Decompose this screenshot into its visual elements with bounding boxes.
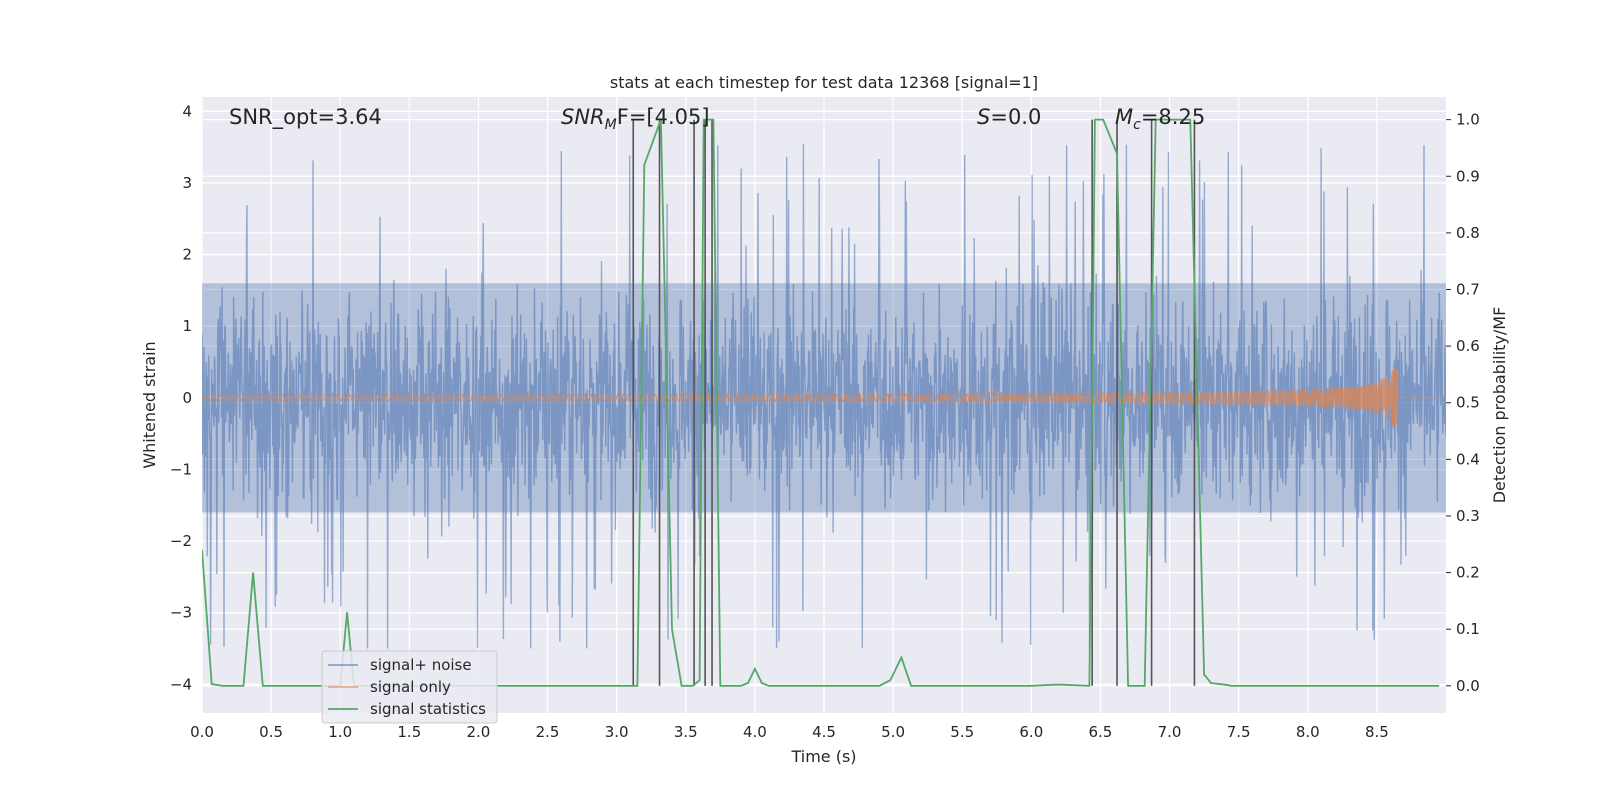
annotation-snr-mf-rest: F=[4.05] bbox=[617, 105, 710, 129]
y2-tick-label: 0.9 bbox=[1456, 167, 1480, 185]
series-signal-statistics bbox=[202, 118, 1440, 687]
annotation-mc-rest: =8.25 bbox=[1141, 105, 1205, 129]
series-layer bbox=[202, 118, 1446, 687]
y-tick-label: −3 bbox=[170, 604, 192, 622]
x-tick-label: 2.5 bbox=[536, 723, 560, 741]
y-tick-label: 3 bbox=[182, 174, 192, 192]
annotation-s: S=0.0 bbox=[977, 105, 1041, 129]
annotation-snr-opt: SNR_opt=3.64 bbox=[229, 105, 382, 130]
x-tick-label: 7.5 bbox=[1227, 723, 1251, 741]
annotation-snr-mf-main: SNR bbox=[561, 105, 605, 129]
legend: signal+ noise signal only signal statist… bbox=[321, 650, 498, 724]
y2-tick-label: 0.1 bbox=[1456, 620, 1480, 638]
x-tick-label: 4.0 bbox=[743, 723, 767, 741]
legend-label-stats: signal statistics bbox=[370, 700, 486, 718]
annotation-snr-mf-sub: M bbox=[605, 117, 617, 133]
x-tick-label: 3.0 bbox=[605, 723, 629, 741]
x-tick-label: 1.0 bbox=[328, 723, 352, 741]
x-axis-ticks: 0.0 0.5 1.0 1.5 2.0 2.5 3.0 3.5 4.0 4.5 5.0 5.5 6.0 6… bbox=[190, 723, 1389, 741]
series-signal-plus-noise bbox=[202, 143, 1446, 649]
y-tick-label: −4 bbox=[170, 675, 192, 693]
chart-title: stats at each timestep for test data 123… bbox=[610, 73, 1038, 92]
y2-tick-label: 0.8 bbox=[1456, 224, 1480, 242]
x-tick-label: 8.5 bbox=[1365, 723, 1389, 741]
y-tick-label: −1 bbox=[170, 460, 192, 478]
y-tick-label: 4 bbox=[182, 102, 192, 120]
legend-box bbox=[321, 650, 498, 724]
x-tick-label: 1.5 bbox=[397, 723, 421, 741]
y2-tick-label: 0.0 bbox=[1456, 677, 1480, 695]
x-tick-label: 8.0 bbox=[1296, 723, 1320, 741]
annotation-mc-main: M bbox=[1115, 105, 1133, 129]
x-tick-label: 6.5 bbox=[1089, 723, 1113, 741]
y-tick-label: 0 bbox=[182, 389, 192, 407]
annotation-snr-mf: SNRMF=[4.05] bbox=[561, 105, 710, 133]
x-tick-label: 2.0 bbox=[467, 723, 491, 741]
detection-markers bbox=[632, 119, 1196, 686]
y2-tick-label: 1.0 bbox=[1456, 111, 1480, 129]
x-axis-label: Time (s) bbox=[790, 747, 856, 766]
y-tick-label: −2 bbox=[170, 532, 192, 550]
x-tick-label: 0.0 bbox=[190, 723, 214, 741]
y2-tick-label: 0.3 bbox=[1456, 507, 1480, 525]
y2-tick-label: 0.5 bbox=[1456, 394, 1480, 412]
annotation-s-main: S bbox=[977, 105, 990, 129]
y2-axis-ticks: 1.0 0.9 0.8 0.7 0.6 0.5 0.4 0.3 0.2 0.1 0.0 bbox=[1446, 111, 1480, 695]
y2-axis-label: Detection probability/MF bbox=[1490, 307, 1509, 504]
y2-tick-label: 0.4 bbox=[1456, 450, 1480, 468]
x-tick-label: 4.5 bbox=[812, 723, 836, 741]
series-signal-only bbox=[202, 367, 1446, 428]
x-tick-label: 5.0 bbox=[881, 723, 905, 741]
y-tick-label: 2 bbox=[182, 246, 192, 264]
legend-label-signal: signal only bbox=[370, 678, 451, 696]
y2-tick-label: 0.6 bbox=[1456, 337, 1480, 355]
annotation-mc: Mc=8.25 bbox=[1115, 105, 1205, 133]
y2-tick-label: 0.2 bbox=[1456, 564, 1480, 582]
x-tick-label: 6.0 bbox=[1019, 723, 1043, 741]
y-axis-label: Whitened strain bbox=[140, 341, 159, 468]
x-tick-label: 7.0 bbox=[1158, 723, 1182, 741]
x-tick-label: 0.5 bbox=[259, 723, 283, 741]
x-tick-label: 3.5 bbox=[674, 723, 698, 741]
x-tick-label: 5.5 bbox=[950, 723, 974, 741]
annotation-mc-sub: c bbox=[1133, 117, 1141, 133]
y-tick-label: 1 bbox=[182, 317, 192, 335]
y2-tick-label: 0.7 bbox=[1456, 281, 1480, 299]
legend-label-noise: signal+ noise bbox=[370, 656, 472, 674]
annotation-s-rest: =0.0 bbox=[990, 105, 1041, 129]
y-axis-ticks: 4 3 2 1 0 −1 −2 −3 −4 bbox=[170, 102, 192, 693]
